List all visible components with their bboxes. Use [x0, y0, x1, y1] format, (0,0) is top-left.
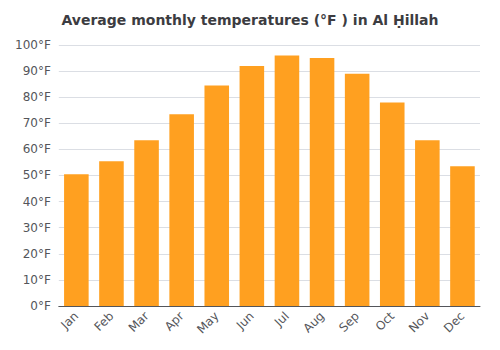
svg-text:20°F: 20°F [23, 247, 51, 261]
svg-text:Apr: Apr [162, 309, 187, 334]
svg-text:10°F: 10°F [23, 273, 51, 287]
svg-text:40°F: 40°F [23, 195, 51, 209]
svg-text:Oct: Oct [373, 309, 398, 334]
svg-text:Jun: Jun [233, 309, 257, 333]
svg-text:Feb: Feb [92, 309, 117, 334]
svg-text:May: May [194, 309, 221, 336]
svg-text:30°F: 30°F [23, 221, 51, 235]
svg-text:Sep: Sep [336, 309, 362, 335]
svg-text:Aug: Aug [301, 309, 327, 335]
svg-text:Dec: Dec [441, 309, 467, 335]
svg-text:100°F: 100°F [15, 38, 51, 52]
svg-text:Jan: Jan [58, 309, 82, 333]
svg-text:90°F: 90°F [23, 64, 51, 78]
svg-text:Jul: Jul [271, 309, 292, 330]
svg-text:60°F: 60°F [23, 142, 51, 156]
svg-text:70°F: 70°F [23, 116, 51, 130]
svg-text:80°F: 80°F [23, 90, 51, 104]
svg-text:Mar: Mar [126, 309, 152, 335]
svg-text:Average monthly temperatures (: Average monthly temperatures (°F ) in Al… [61, 12, 438, 28]
svg-text:0°F: 0°F [30, 299, 51, 313]
svg-text:50°F: 50°F [23, 168, 51, 182]
svg-text:Nov: Nov [406, 309, 432, 335]
